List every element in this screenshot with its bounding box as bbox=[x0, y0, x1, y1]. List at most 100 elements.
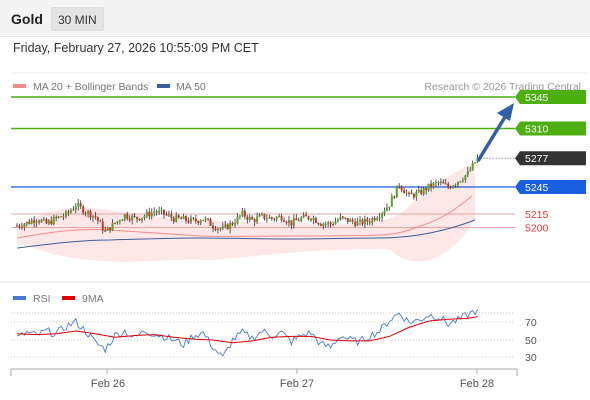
candle-body bbox=[209, 219, 212, 226]
candle-body bbox=[231, 222, 234, 225]
candle-body bbox=[327, 222, 330, 224]
candle-body bbox=[28, 221, 31, 224]
candle-body bbox=[96, 217, 99, 221]
candle-body bbox=[442, 181, 445, 184]
candle-body bbox=[221, 226, 224, 229]
candle-body bbox=[214, 228, 217, 230]
candle-body bbox=[422, 188, 425, 195]
candle-body bbox=[319, 223, 322, 226]
candle-body bbox=[128, 218, 131, 221]
candle-body bbox=[253, 219, 256, 222]
candle-body bbox=[354, 221, 357, 226]
candle-body bbox=[234, 223, 237, 225]
candle-body bbox=[427, 183, 430, 191]
candle-body bbox=[18, 225, 21, 227]
candle-body bbox=[99, 220, 102, 222]
candle-body bbox=[312, 218, 315, 220]
candle-body bbox=[138, 218, 141, 221]
candle-body bbox=[459, 181, 462, 183]
candle-body bbox=[457, 181, 459, 185]
interval-badge[interactable]: 30 MIN bbox=[51, 7, 104, 31]
ma9-legend-label: 9MA bbox=[82, 293, 104, 305]
candle-body bbox=[349, 219, 352, 223]
candle-body bbox=[383, 210, 386, 214]
level-tag-5310: 5310 bbox=[515, 121, 586, 136]
candle-body bbox=[398, 185, 401, 187]
candle-body bbox=[359, 219, 361, 222]
candle-body bbox=[295, 218, 298, 221]
candle-body bbox=[187, 220, 190, 223]
candle-body bbox=[175, 215, 178, 222]
trend-arrow bbox=[476, 103, 514, 162]
rsi-legend-label: RSI bbox=[33, 293, 51, 305]
candle-body bbox=[121, 219, 124, 221]
candle-body bbox=[94, 215, 97, 218]
candle-body bbox=[346, 217, 349, 223]
candle-body bbox=[189, 217, 192, 223]
candle-body bbox=[388, 206, 391, 208]
candle-body bbox=[417, 189, 420, 193]
candle-body bbox=[192, 217, 195, 219]
candle-body bbox=[153, 211, 156, 213]
candle-body bbox=[412, 194, 415, 198]
candle-body bbox=[133, 215, 136, 217]
candle-body bbox=[109, 227, 112, 231]
candle-body bbox=[45, 219, 48, 224]
candle-body bbox=[302, 214, 305, 218]
candle-body bbox=[437, 182, 440, 184]
candle-body bbox=[101, 221, 104, 231]
candle-body bbox=[469, 169, 472, 172]
candle-body bbox=[148, 211, 151, 217]
candle-body bbox=[376, 218, 379, 221]
candle-body bbox=[314, 218, 317, 223]
level-label-5215: 5215 bbox=[525, 209, 549, 221]
candle-body bbox=[172, 217, 175, 222]
candle-body bbox=[16, 225, 18, 227]
candle-body bbox=[155, 211, 158, 213]
candle-body bbox=[104, 230, 107, 232]
candle-body bbox=[229, 222, 232, 230]
level-tags: 5345 5310 5277 5245 5215 5200 bbox=[515, 90, 586, 235]
level-tag-text-5310: 5310 bbox=[525, 124, 549, 136]
candle-body bbox=[339, 216, 342, 220]
candle-body bbox=[35, 221, 38, 223]
candle-body bbox=[363, 218, 366, 225]
ma50-legend-swatch bbox=[157, 84, 170, 88]
candle-body bbox=[246, 216, 249, 220]
candle-body bbox=[361, 219, 364, 225]
candle-body bbox=[241, 210, 244, 216]
trend-arrow-shaft bbox=[476, 116, 507, 162]
candle-body bbox=[434, 182, 437, 184]
candle-body bbox=[273, 218, 276, 220]
candle-body bbox=[116, 221, 119, 224]
chart-header: Gold 30 MIN bbox=[0, 0, 590, 37]
candle-body bbox=[285, 221, 288, 223]
candle-body bbox=[278, 215, 281, 218]
candle-body bbox=[248, 216, 251, 220]
candle-body bbox=[471, 162, 474, 170]
level-tag-bg-5277 bbox=[515, 151, 586, 166]
rsi-panel: RSI 9MA 70 50 30 bbox=[11, 293, 537, 364]
candle-body bbox=[72, 209, 75, 211]
candle-body bbox=[275, 217, 278, 220]
ma20-legend-swatch bbox=[13, 84, 26, 88]
rsi-9ma-line bbox=[16, 316, 478, 344]
candle-body bbox=[123, 214, 126, 220]
candle-body bbox=[84, 213, 87, 215]
candle-body bbox=[238, 215, 241, 217]
candle-body bbox=[91, 215, 94, 218]
candle-body bbox=[283, 220, 286, 222]
candle-body bbox=[62, 216, 65, 218]
candle-body bbox=[57, 216, 60, 218]
candle-body bbox=[77, 203, 80, 207]
candle-body bbox=[20, 226, 23, 228]
instrument-title: Gold bbox=[11, 11, 43, 27]
ma9-legend-swatch bbox=[62, 296, 75, 300]
candle-body bbox=[55, 217, 58, 219]
candle-body bbox=[351, 219, 354, 222]
candle-body bbox=[420, 189, 423, 195]
candle-body bbox=[65, 211, 67, 217]
candle-body bbox=[158, 210, 161, 213]
candle-body bbox=[415, 192, 418, 198]
